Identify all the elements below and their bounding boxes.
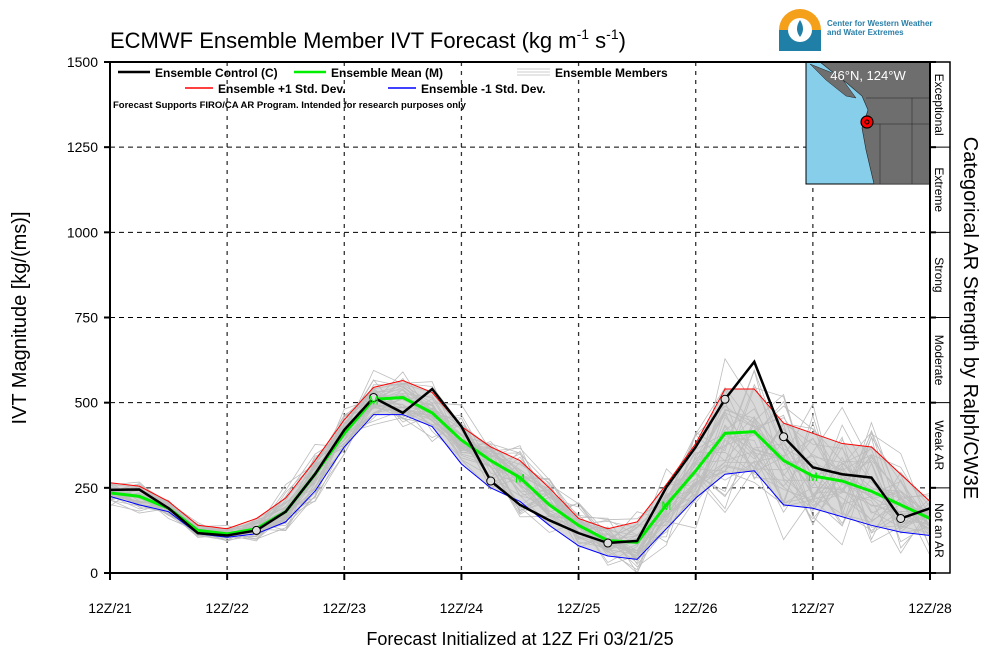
y-tick-label: 750 bbox=[75, 310, 99, 326]
member-line bbox=[109, 388, 931, 552]
mean-marker: M bbox=[515, 472, 525, 486]
inset-map: 46°N, 124°W bbox=[805, 61, 931, 185]
control-marker bbox=[486, 476, 496, 486]
control-marker bbox=[251, 525, 261, 535]
member-line bbox=[109, 394, 931, 562]
minus-sd-line bbox=[109, 414, 931, 560]
control-marker bbox=[779, 432, 789, 442]
category-axis-title: Categorical AR Strength by Ralph/CW3E bbox=[959, 137, 981, 499]
member-line bbox=[109, 383, 931, 566]
control-marker bbox=[603, 538, 613, 548]
control-line bbox=[109, 359, 931, 545]
x-tick-label: 12Z/25 bbox=[557, 600, 601, 616]
control-marker bbox=[369, 393, 379, 403]
control-marker bbox=[720, 394, 730, 404]
y-axis-title: IVT Magnitude [kg/(ms)] bbox=[9, 211, 31, 424]
member-line bbox=[109, 387, 931, 549]
category-label: Strong bbox=[932, 257, 946, 292]
svg-text:and Water Extremes: and Water Extremes bbox=[827, 28, 904, 37]
map-location-label: 46°N, 124°W bbox=[830, 68, 906, 83]
y-tick-label: 0 bbox=[90, 565, 98, 581]
legend: Ensemble Control (C) Ensemble Mean (M) E… bbox=[113, 66, 668, 111]
location-marker-icon bbox=[860, 115, 874, 129]
category-label: Extreme bbox=[932, 167, 946, 212]
category-label: Not an AR bbox=[932, 503, 946, 558]
y-tick-label: 1000 bbox=[67, 224, 98, 240]
legend-swatch-members bbox=[517, 68, 550, 76]
legend-mean: Ensemble Mean (M) bbox=[331, 66, 443, 80]
legend-note: Forecast Supports FIRO/CA AR Program. In… bbox=[113, 100, 467, 111]
plus-sd-line bbox=[109, 380, 931, 530]
y-tick-label: 500 bbox=[75, 395, 99, 411]
x-tick-label: 12Z/21 bbox=[88, 600, 132, 616]
x-tick-label: 12Z/27 bbox=[791, 600, 835, 616]
plot-frame bbox=[109, 61, 931, 574]
ensemble-members bbox=[109, 357, 931, 574]
y-tick-label: 1500 bbox=[67, 54, 98, 70]
category-label: Exceptional bbox=[932, 74, 946, 136]
x-axis-title: Forecast Initialized at 12Z Fri 03/21/25 bbox=[366, 629, 673, 649]
category-label: Moderate bbox=[932, 335, 946, 386]
member-line bbox=[109, 379, 931, 561]
mean-marker: M bbox=[369, 393, 379, 407]
mean-marker: M bbox=[808, 470, 818, 484]
series-markers: M M M M bbox=[251, 393, 906, 548]
y-tick-label: 250 bbox=[75, 480, 99, 496]
x-tick-label: 12Z/23 bbox=[322, 600, 366, 616]
mean-marker: M bbox=[661, 499, 671, 513]
chart-title: ECMWF Ensemble Member IVT Forecast (kg m… bbox=[110, 26, 626, 53]
legend-members: Ensemble Members bbox=[555, 66, 668, 80]
cw3e-logo: Center for Western Weather and Water Ext… bbox=[779, 9, 933, 51]
x-tick-label: 12Z/28 bbox=[908, 600, 952, 616]
legend-control: Ensemble Control (C) bbox=[155, 66, 278, 80]
legend-plus-sd: Ensemble +1 Std. Dev. bbox=[218, 82, 346, 96]
x-tick-label: 12Z/24 bbox=[440, 600, 484, 616]
category-label: Weak AR bbox=[932, 420, 946, 470]
mean-line bbox=[109, 396, 931, 544]
series-lines bbox=[109, 359, 931, 560]
svg-text:Center for Western Weather: Center for Western Weather bbox=[827, 19, 933, 28]
legend-minus-sd: Ensemble -1 Std. Dev. bbox=[421, 82, 545, 96]
x-tick-label: 12Z/26 bbox=[674, 600, 718, 616]
y-tick-label: 1250 bbox=[67, 139, 98, 155]
x-tick-label: 12Z/22 bbox=[205, 600, 249, 616]
control-marker bbox=[896, 513, 906, 523]
member-line bbox=[109, 392, 931, 566]
axes: 0 250 500 750 1000 1250 1500 12Z/21 12Z/22 12Z/23… bbox=[67, 54, 952, 616]
